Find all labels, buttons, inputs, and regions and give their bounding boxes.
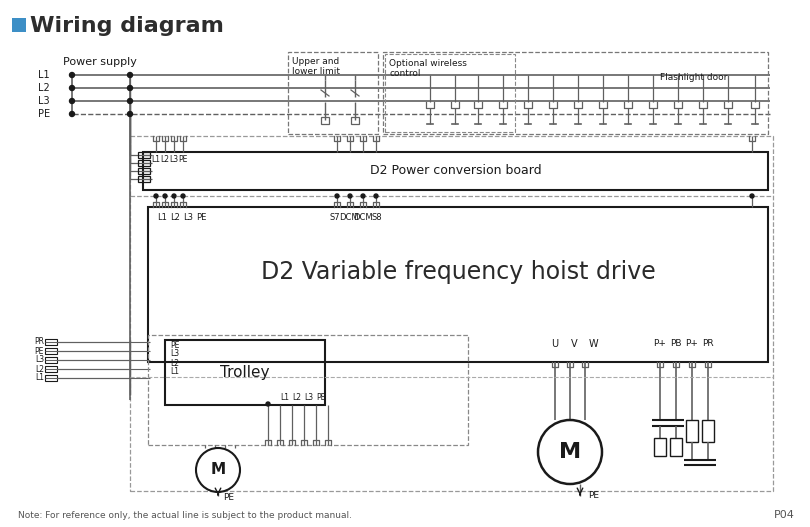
Circle shape	[154, 194, 158, 198]
Bar	[702, 420, 714, 442]
Text: L2: L2	[292, 393, 301, 402]
Circle shape	[127, 99, 133, 103]
Bar	[138, 168, 150, 174]
Text: control: control	[389, 70, 420, 79]
Text: L1: L1	[170, 367, 180, 376]
Text: L3: L3	[169, 155, 178, 164]
Text: Trolley: Trolley	[220, 365, 270, 380]
Bar	[148, 207, 768, 362]
Text: M: M	[559, 442, 581, 462]
Text: P04: P04	[774, 510, 795, 520]
Bar	[143, 152, 768, 190]
Circle shape	[70, 99, 75, 103]
Text: L1: L1	[157, 212, 167, 221]
Bar	[130, 136, 773, 491]
Bar	[351, 117, 359, 124]
Circle shape	[266, 402, 270, 406]
Bar	[383, 52, 768, 134]
Text: Upper and: Upper and	[292, 57, 339, 66]
Bar	[138, 160, 150, 166]
Bar	[138, 176, 150, 182]
Text: Optional wireless: Optional wireless	[389, 60, 467, 69]
Bar	[670, 438, 682, 456]
Text: PR: PR	[702, 339, 714, 348]
Bar	[385, 54, 515, 132]
Text: PE: PE	[223, 493, 234, 503]
Bar	[138, 152, 150, 158]
Text: PE: PE	[170, 340, 180, 349]
Bar	[165, 340, 325, 405]
Text: L2: L2	[170, 212, 180, 221]
Circle shape	[70, 73, 75, 77]
Text: L2: L2	[38, 83, 49, 93]
Text: DCM: DCM	[353, 212, 373, 221]
Bar	[288, 52, 378, 134]
Text: DCM: DCM	[339, 212, 359, 221]
Bar	[12, 18, 26, 32]
Text: Note: For reference only, the actual line is subject to the product manual.: Note: For reference only, the actual lin…	[18, 511, 352, 520]
Text: PE: PE	[38, 109, 50, 119]
Bar	[654, 438, 666, 456]
Text: Power supply: Power supply	[63, 57, 137, 67]
Text: PE: PE	[588, 492, 599, 501]
Bar	[45, 357, 57, 363]
Text: M: M	[211, 463, 225, 477]
Bar	[45, 339, 57, 345]
Circle shape	[127, 112, 133, 116]
Text: PE: PE	[35, 346, 44, 356]
Circle shape	[127, 73, 133, 77]
Text: PE: PE	[317, 393, 326, 402]
Bar	[321, 117, 329, 124]
Text: S8: S8	[372, 212, 382, 221]
Text: L3: L3	[170, 349, 180, 358]
Circle shape	[181, 194, 185, 198]
Text: L1: L1	[35, 374, 44, 383]
Text: lower limit: lower limit	[292, 67, 340, 76]
Text: PB: PB	[670, 339, 682, 348]
Text: W: W	[588, 339, 598, 349]
Text: P+: P+	[685, 339, 698, 348]
Circle shape	[348, 194, 352, 198]
Text: L3: L3	[35, 356, 44, 365]
Bar	[686, 420, 698, 442]
Circle shape	[127, 85, 133, 91]
Text: P+: P+	[654, 339, 667, 348]
Text: L1: L1	[280, 393, 289, 402]
Text: L3: L3	[305, 393, 313, 402]
Text: L2: L2	[170, 358, 180, 367]
Text: Flashlight door: Flashlight door	[660, 73, 727, 82]
Bar	[45, 375, 57, 381]
Text: L3: L3	[183, 212, 193, 221]
Text: V: V	[571, 339, 578, 349]
Text: D2 Variable frequency hoist drive: D2 Variable frequency hoist drive	[261, 260, 655, 284]
Bar	[45, 366, 57, 372]
Circle shape	[70, 112, 75, 116]
Bar	[45, 348, 57, 354]
Text: L1: L1	[151, 155, 160, 164]
Text: S7: S7	[330, 212, 340, 221]
Circle shape	[172, 194, 176, 198]
Text: L1: L1	[38, 70, 49, 80]
Text: PR: PR	[34, 337, 44, 346]
Circle shape	[335, 194, 339, 198]
Circle shape	[374, 194, 378, 198]
Text: L2: L2	[35, 365, 44, 374]
Text: PE: PE	[178, 155, 188, 164]
Text: PE: PE	[196, 212, 207, 221]
Text: Wiring diagram: Wiring diagram	[30, 16, 224, 36]
Bar	[148, 335, 468, 445]
Circle shape	[750, 194, 754, 198]
Text: U: U	[552, 339, 559, 349]
Text: L3: L3	[38, 96, 49, 106]
Text: D2 Power conversion board: D2 Power conversion board	[369, 164, 541, 178]
Circle shape	[70, 85, 75, 91]
Circle shape	[163, 194, 167, 198]
Circle shape	[361, 194, 365, 198]
Text: L2: L2	[160, 155, 169, 164]
